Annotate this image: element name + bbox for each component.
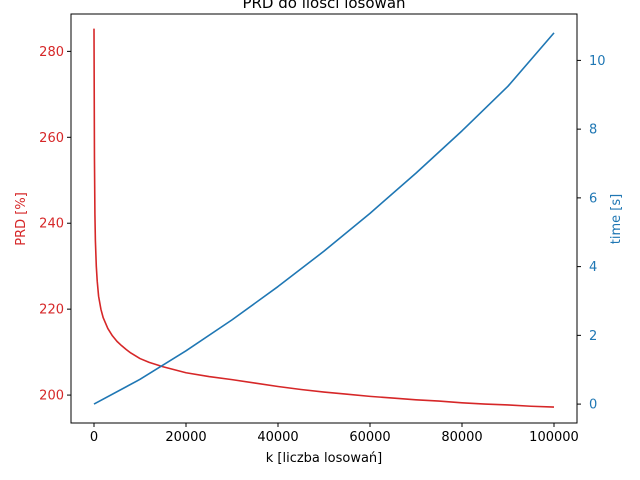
- time-series-line: [93, 32, 555, 405]
- left-y-axis-title: PRD [%]: [14, 192, 29, 246]
- x-tick-label: 100000: [529, 430, 579, 445]
- right-y-tick-label: 2: [589, 329, 597, 344]
- left-y-axis-ticks: 200 220 240 260 280: [39, 45, 71, 404]
- chart-title: PRD do ilości losowań: [242, 0, 405, 12]
- left-y-tick-label: 200: [39, 389, 64, 404]
- right-y-tick-label: 0: [589, 398, 597, 413]
- right-y-axis-ticks: 0 2 4 6 8 10: [577, 54, 606, 413]
- right-y-axis-title: time [s]: [609, 194, 624, 244]
- left-y-tick-label: 280: [39, 45, 64, 60]
- right-y-tick-label: 8: [589, 123, 597, 138]
- plot-frame: [70, 13, 578, 424]
- x-axis-ticks: 0 20000 40000 60000 80000 100000: [90, 423, 579, 445]
- x-tick-label: 0: [90, 430, 98, 445]
- right-y-tick-label: 6: [589, 191, 597, 206]
- x-axis-title: k [liczba losowań]: [266, 451, 382, 466]
- prd-series-line: [93, 28, 555, 408]
- series-layer: [93, 28, 555, 408]
- x-tick-label: 40000: [257, 430, 298, 445]
- x-tick-label: 60000: [349, 430, 390, 445]
- right-y-tick-label: 10: [589, 54, 606, 69]
- right-y-tick-label: 4: [589, 260, 597, 275]
- left-y-tick-label: 240: [39, 217, 64, 232]
- left-y-tick-label: 220: [39, 303, 64, 318]
- x-tick-label: 20000: [165, 430, 206, 445]
- x-tick-label: 80000: [441, 430, 482, 445]
- left-y-tick-label: 260: [39, 131, 64, 146]
